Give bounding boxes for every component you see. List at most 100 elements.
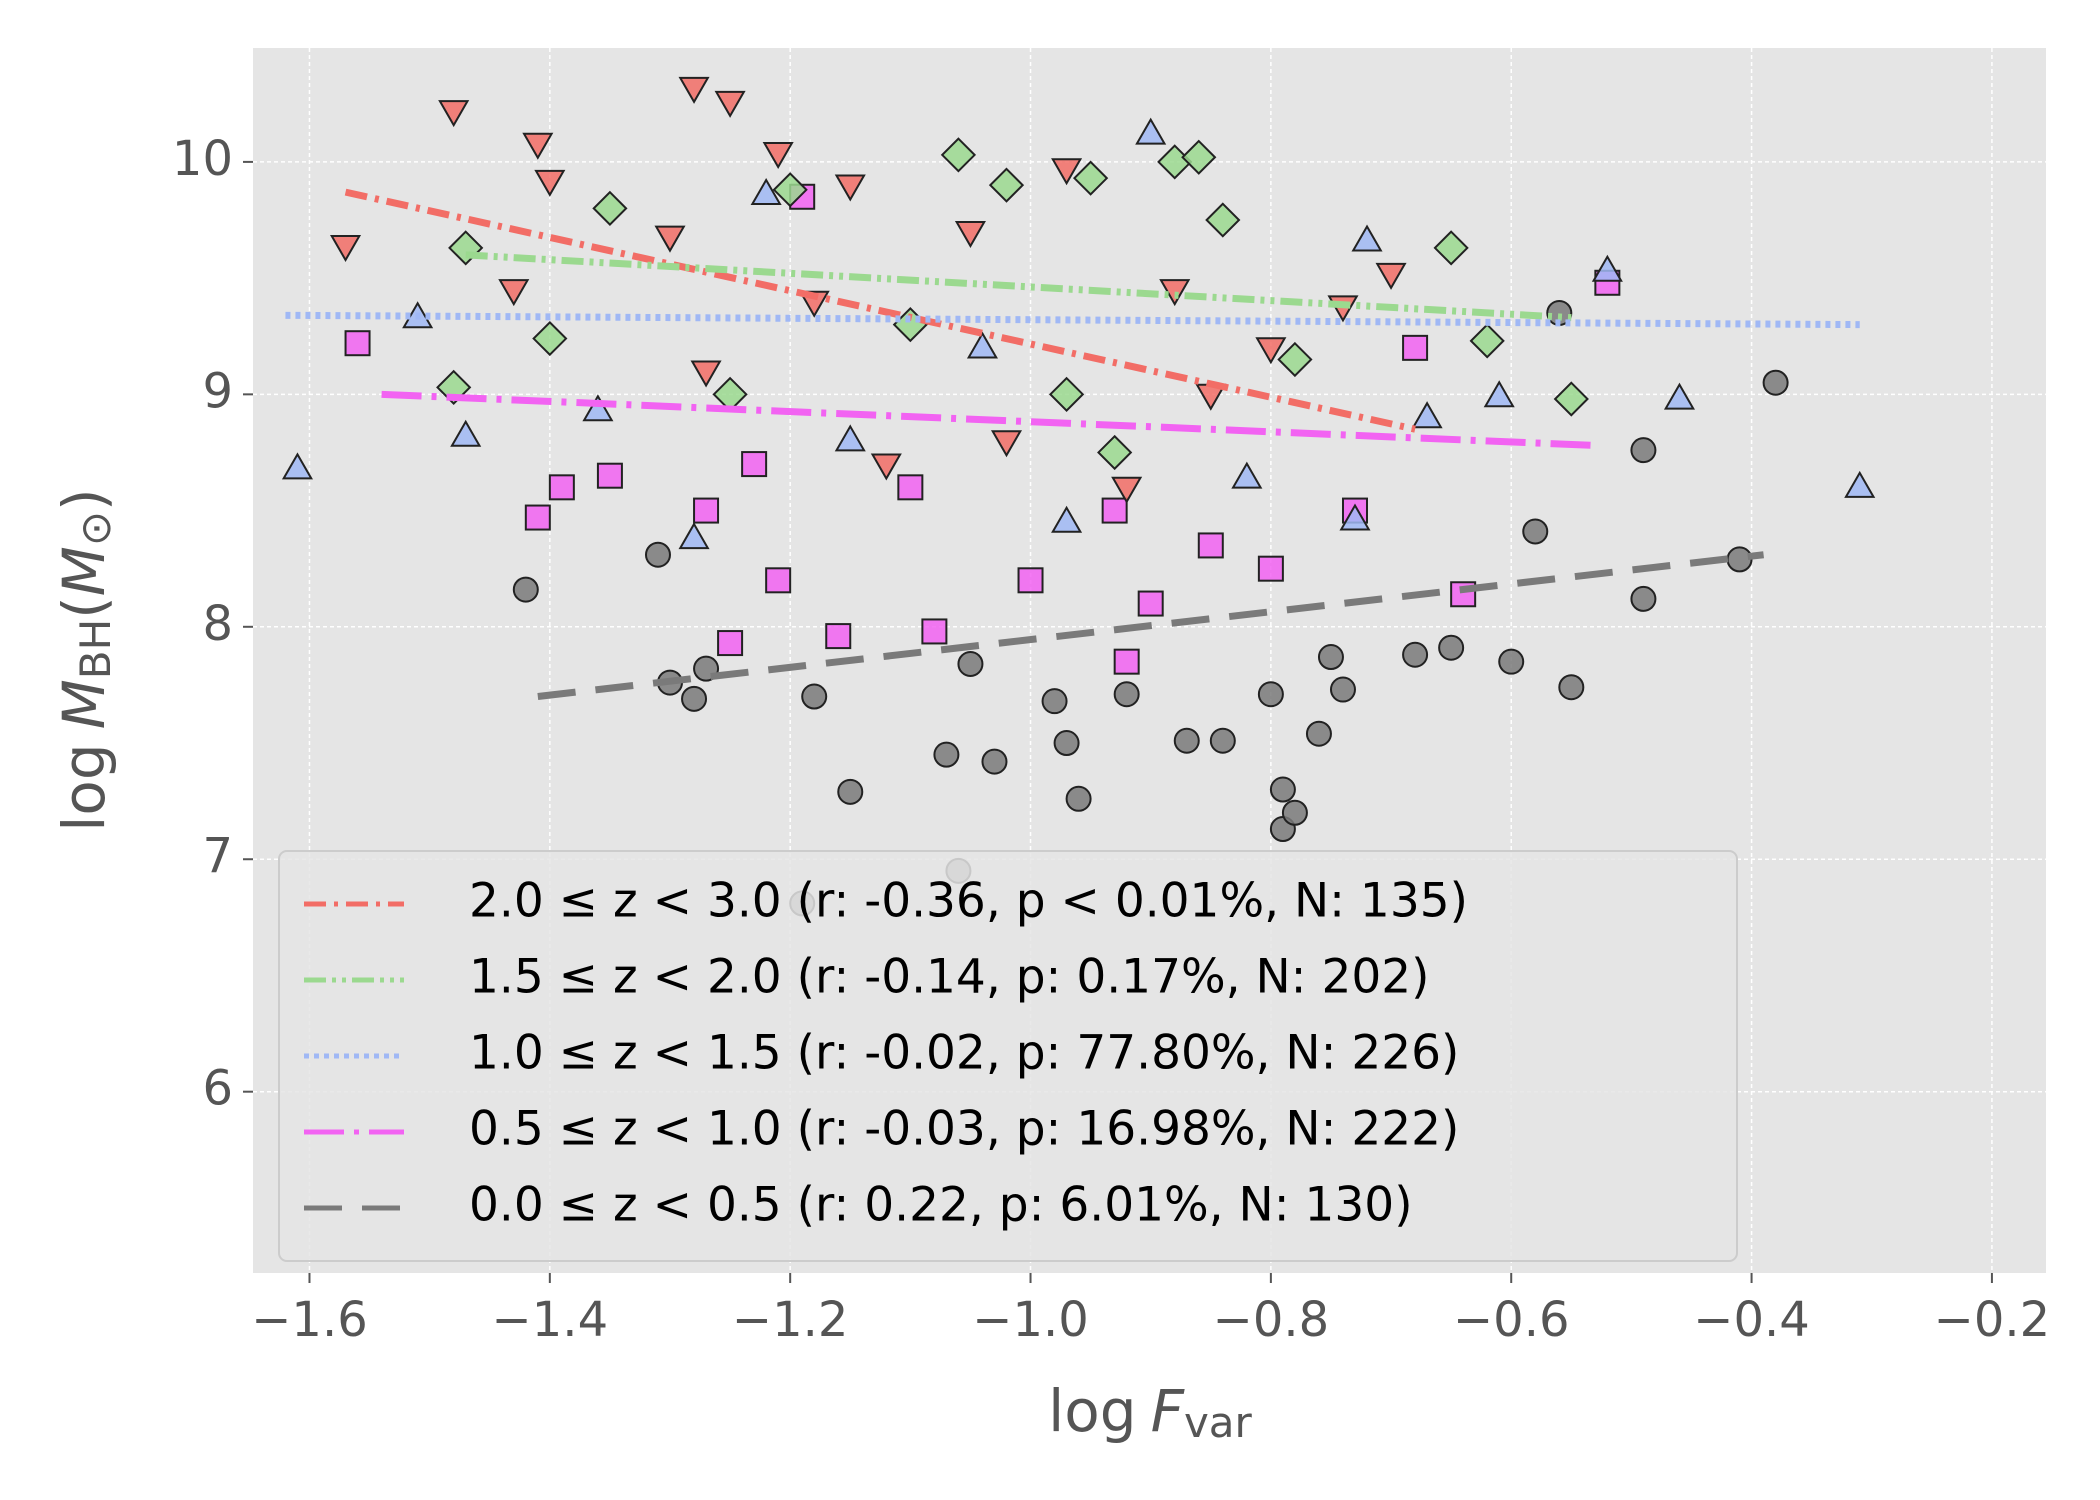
data-point	[1257, 555, 1284, 582]
data-point	[750, 178, 782, 206]
y-tick-label: 6	[202, 1061, 233, 1117]
data-point	[1317, 644, 1344, 671]
y-tick-label: 7	[202, 828, 233, 884]
data-point	[1339, 503, 1371, 531]
data-point	[644, 541, 671, 568]
y-label-sub: BH	[71, 619, 120, 679]
data-point	[870, 453, 902, 481]
data-point	[1522, 518, 1549, 545]
legend-label: 1.0 ≤ z < 1.5 (r: -0.02, p: 77.80%, N: 2…	[469, 1026, 1459, 1081]
x-label-prefix: log	[1048, 1377, 1136, 1445]
x-tick-label: −0.8	[1213, 1292, 1330, 1348]
data-point	[897, 474, 924, 501]
y-label-close: )	[50, 488, 118, 511]
data-point	[1269, 776, 1296, 803]
data-point	[548, 474, 575, 501]
ticks: −1.6 −1.4 −1.2 −1.0 −0.8 −0.6 −0.4 −0.2 6 7 8 9 10	[172, 131, 2050, 1348]
data-point	[954, 221, 986, 249]
fit-line	[344, 188, 1416, 433]
data-point	[966, 331, 998, 359]
data-point	[940, 137, 977, 173]
data-point	[654, 225, 686, 253]
data-point	[534, 169, 566, 197]
x-label-symbol: F	[1151, 1377, 1186, 1445]
x-tick-label: −1.6	[251, 1292, 368, 1348]
data-point	[1111, 476, 1143, 504]
y-tick-label: 9	[202, 363, 233, 419]
data-point	[825, 623, 852, 650]
data-point	[1137, 590, 1164, 617]
data-point	[1041, 688, 1068, 715]
data-point	[1048, 376, 1085, 412]
x-tick-label: −1.4	[492, 1292, 609, 1348]
data-point	[1329, 676, 1356, 703]
data-point	[1053, 730, 1080, 757]
data-point	[1051, 505, 1083, 533]
data-point	[582, 394, 614, 422]
data-point	[524, 504, 551, 531]
data-point	[1073, 160, 1109, 196]
data-point	[1017, 567, 1044, 594]
data-point	[1231, 461, 1263, 489]
fit-line	[285, 311, 1860, 329]
data-point	[772, 172, 808, 208]
data-point	[741, 451, 768, 478]
data-point	[1483, 380, 1515, 408]
data-point	[592, 190, 628, 227]
legend: 2.0 ≤ z < 3.0 (r: -0.36, p < 0.01%, N: 1…	[278, 850, 1738, 1262]
data-point	[532, 320, 568, 357]
data-point	[714, 90, 746, 118]
data-point	[681, 685, 708, 712]
data-point	[438, 100, 470, 128]
data-point	[693, 497, 720, 524]
data-point	[512, 576, 539, 603]
data-point	[1101, 497, 1128, 524]
x-tick-label: −1.0	[972, 1292, 1089, 1348]
data-point	[1630, 585, 1657, 612]
data-point	[834, 174, 866, 202]
data-point	[1281, 799, 1308, 826]
points	[281, 76, 1876, 917]
data-point	[1351, 224, 1383, 252]
y-label-open: (	[50, 596, 118, 619]
data-point	[1065, 785, 1092, 812]
data-point	[762, 142, 794, 170]
data-point	[1197, 532, 1224, 559]
y-label-prefix: log	[50, 743, 118, 831]
data-point	[1438, 634, 1465, 661]
data-point	[1209, 727, 1236, 754]
data-point	[837, 778, 864, 805]
data-point	[1097, 434, 1133, 471]
data-point	[765, 567, 792, 594]
x-tick-label: −0.4	[1693, 1292, 1810, 1348]
y-tick-label: 8	[202, 596, 233, 652]
data-point	[678, 522, 710, 550]
data-point	[344, 330, 371, 357]
data-point	[1762, 369, 1789, 396]
data-point	[498, 279, 530, 307]
fit-line	[465, 251, 1572, 322]
x-axis-label: log Fvar	[1048, 1377, 1252, 1446]
data-point	[1844, 470, 1876, 498]
data-point	[1553, 381, 1589, 417]
y-axis-label: logMBH(M⊙)	[50, 488, 119, 831]
x-tick-label: −0.2	[1934, 1292, 2051, 1348]
y-label-unit-sub: ⊙	[71, 511, 120, 546]
data-point	[1375, 262, 1407, 290]
data-point	[1255, 337, 1287, 365]
data-point	[1630, 437, 1657, 464]
data-point	[596, 462, 623, 489]
data-point	[981, 748, 1008, 775]
data-point	[1205, 202, 1241, 238]
legend-label: 1.5 ≤ z < 2.0 (r: -0.14, p: 0.17%, N: 20…	[469, 950, 1430, 1005]
data-point	[1051, 158, 1083, 186]
data-point	[1277, 341, 1313, 378]
y-tick-label: 10	[172, 131, 233, 187]
y-label-unit: M	[50, 546, 118, 596]
data-point	[988, 167, 1025, 203]
data-point	[1498, 648, 1525, 675]
data-point	[1173, 727, 1200, 754]
data-point	[690, 360, 722, 388]
data-point	[990, 430, 1023, 458]
